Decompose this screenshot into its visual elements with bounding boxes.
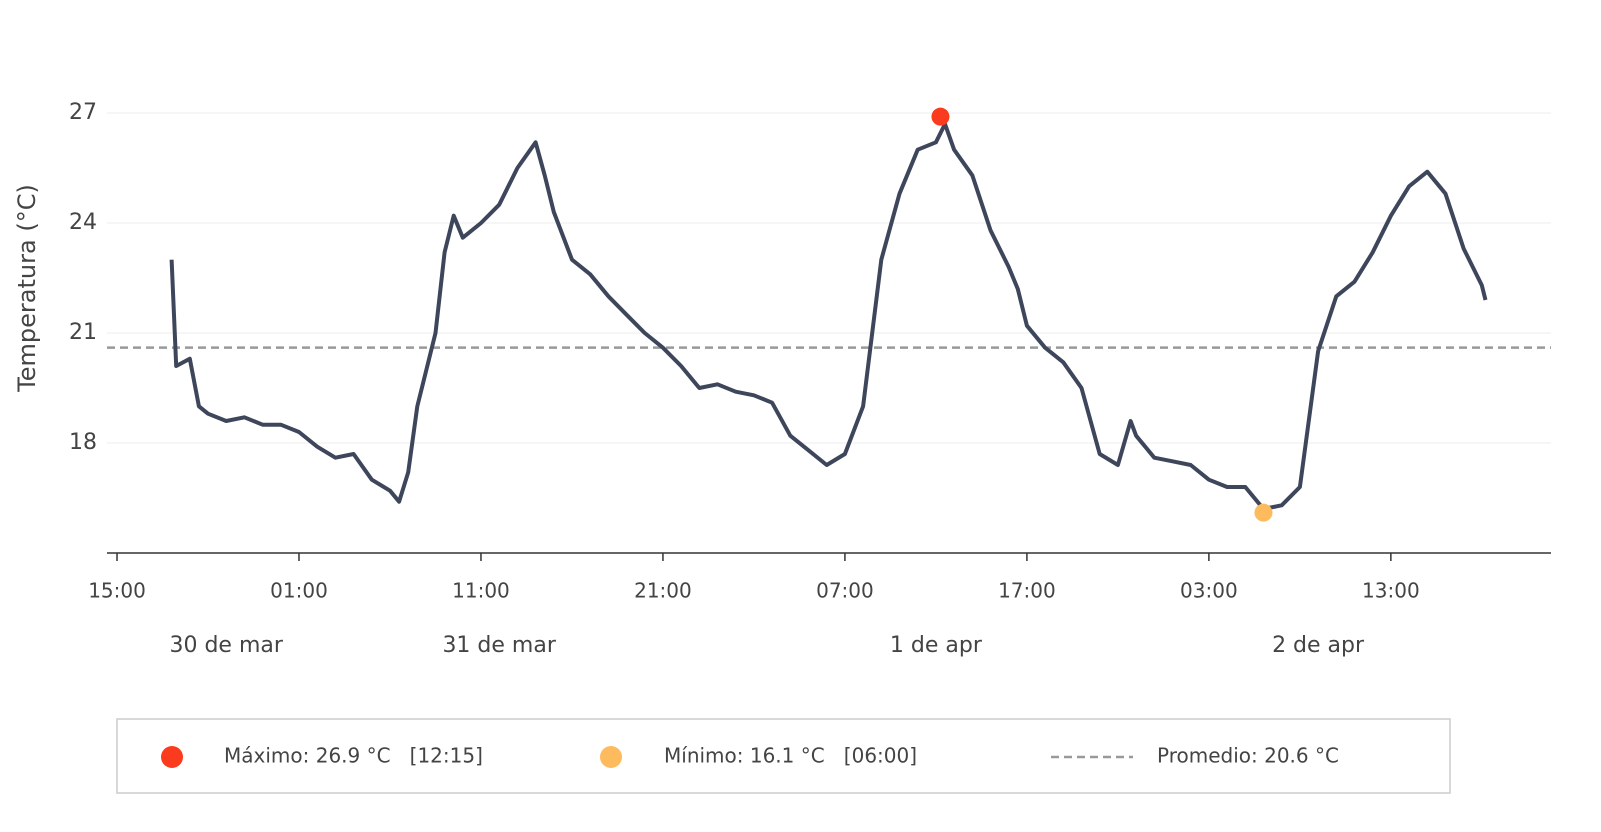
y-tick-label: 27 xyxy=(69,100,97,125)
temperature-line xyxy=(169,122,1488,511)
x-tick-label: 13:00 xyxy=(1362,579,1420,603)
y-tick-label: 24 xyxy=(69,210,97,235)
date-label: 1 de apr xyxy=(890,633,983,658)
x-tick-label: 21:00 xyxy=(634,579,692,603)
x-tick-label: 11:00 xyxy=(452,579,510,603)
legend-min-label: Mínimo: 16.1 °C [06:00] xyxy=(664,744,917,768)
y-tick-label: 21 xyxy=(69,320,97,345)
date-label: 30 de mar xyxy=(169,633,283,658)
x-tick-label: 15:00 xyxy=(88,579,146,603)
min-marker xyxy=(1254,503,1273,522)
legend-average-label: Promedio: 20.6 °C xyxy=(1157,744,1339,768)
x-tick-label: 03:00 xyxy=(1180,579,1238,603)
legend-max-marker xyxy=(161,746,183,768)
max-marker xyxy=(931,107,950,126)
y-tick-label: 18 xyxy=(69,430,97,455)
legend-max-label: Máximo: 26.9 °C [12:15] xyxy=(224,744,483,768)
date-label: 2 de apr xyxy=(1272,633,1365,658)
date-label: 31 de mar xyxy=(442,633,556,658)
legend-min-marker xyxy=(600,746,622,768)
x-tick-label: 17:00 xyxy=(998,579,1056,603)
legend-box xyxy=(116,718,1451,794)
x-tick-label: 07:00 xyxy=(816,579,874,603)
x-tick-label: 01:00 xyxy=(270,579,328,603)
y-axis-label: Temperatura (°C) xyxy=(13,184,41,393)
